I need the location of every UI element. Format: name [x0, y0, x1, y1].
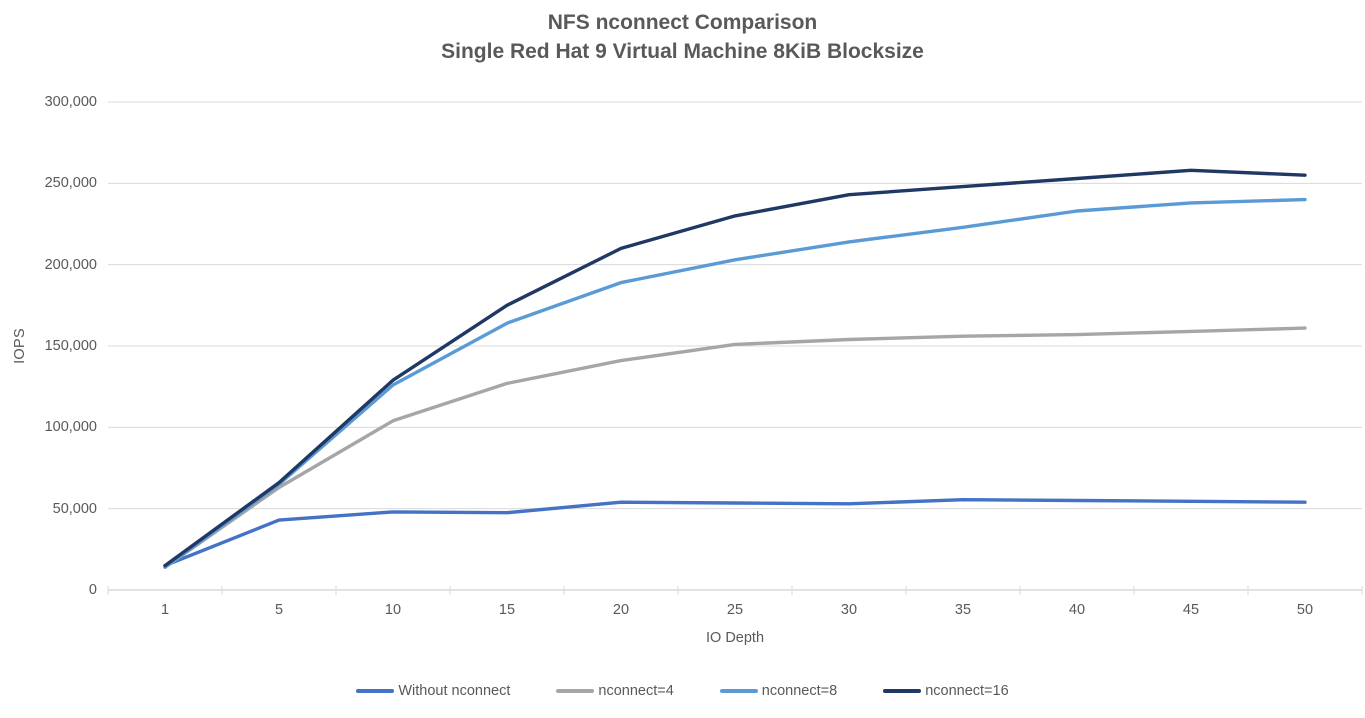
x-tick-label: 10 [384, 602, 402, 618]
x-tick-label: 20 [612, 602, 630, 618]
legend-label: nconnect=8 [761, 683, 838, 699]
y-tick-label: 150,000 [44, 338, 97, 354]
legend-item-nconnect-4: nconnect=4 [556, 683, 674, 699]
x-tick-label: 35 [954, 602, 972, 618]
y-tick-label: 0 [88, 582, 97, 598]
y-tick-label: 100,000 [44, 419, 97, 436]
y-tick-label: 300,000 [44, 94, 97, 110]
x-tick-label: 1 [160, 602, 170, 618]
x-tick-label: 25 [726, 602, 744, 618]
series-line-nconnect-8 [163, 197, 1307, 569]
x-tick-label: 50 [1296, 602, 1314, 618]
legend-swatch-icon [883, 689, 922, 693]
chart-title-line1: NFS nconnect Comparison [547, 11, 818, 34]
legend-swatch-icon [356, 689, 395, 693]
legend-swatch-icon [556, 689, 595, 693]
y-tick-label: 200,000 [44, 256, 97, 273]
series-line-without-nconnect [163, 498, 1307, 568]
legend: Without nconnect nconnect=4 nconnect=8 ncon… [0, 683, 1365, 699]
legend-label: nconnect=4 [598, 683, 674, 699]
legend-item-nconnect-16: nconnect=16 [883, 683, 1009, 699]
chart-title-line2: Single Red Hat 9 Virtual Machine 8KiB Bl… [441, 40, 924, 63]
y-axis-label: IOPS [12, 328, 28, 364]
legend-item-nconnect-8: nconnect=8 [719, 683, 838, 699]
x-tick-label: 5 [274, 602, 284, 618]
x-tick-label: 15 [498, 602, 516, 618]
y-tick-label: 50,000 [52, 500, 97, 517]
chart-title: NFS nconnect Comparison Single Red Hat 9… [0, 8, 1365, 66]
legend-label: nconnect=16 [925, 683, 1009, 699]
series-line-nconnect-4 [163, 326, 1307, 569]
x-tick-label: 45 [1182, 602, 1200, 618]
legend-swatch-icon [719, 689, 758, 693]
y-tick-label: 250,000 [44, 175, 97, 192]
series-line-nconnect-16 [163, 168, 1307, 568]
legend-label: Without nconnect [398, 683, 511, 699]
x-tick-label: 40 [1068, 602, 1086, 618]
x-axis-label: IO Depth [705, 630, 765, 646]
legend-item-without-nconnect: Without nconnect [356, 683, 510, 699]
x-tick-label: 30 [840, 602, 858, 618]
